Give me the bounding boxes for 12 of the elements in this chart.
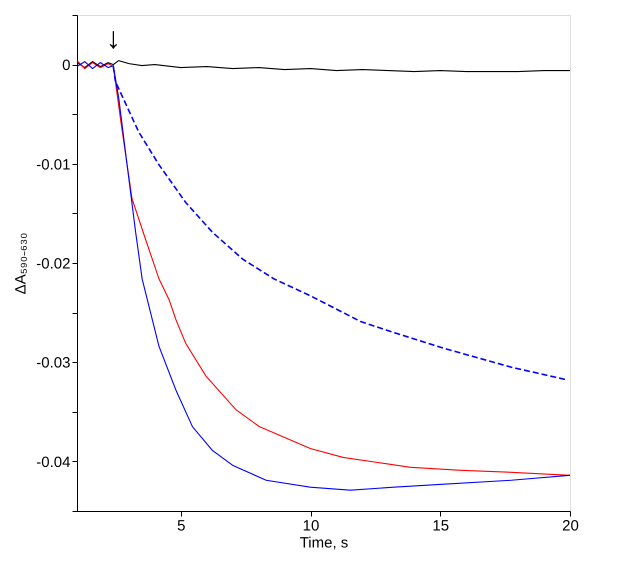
annotation: ↓ [106,22,121,55]
x-axis-title: Time, s [300,534,348,552]
y-tick-label: 0 [62,57,70,74]
y-tick-label: -0.02 [36,256,70,272]
y-tick-label: -0.01 [36,156,70,174]
x-tick-label: 20 [562,518,579,534]
x-tick-label: 5 [177,518,186,534]
x-tick-label: 15 [432,518,450,534]
y-tick-label: -0.03 [36,354,70,372]
y-tick-label: -0.04 [36,454,70,471]
x-tick-label: 10 [302,518,320,534]
y-axis-title: ΔA₅₉₀₋₆₃₀ [12,232,30,294]
